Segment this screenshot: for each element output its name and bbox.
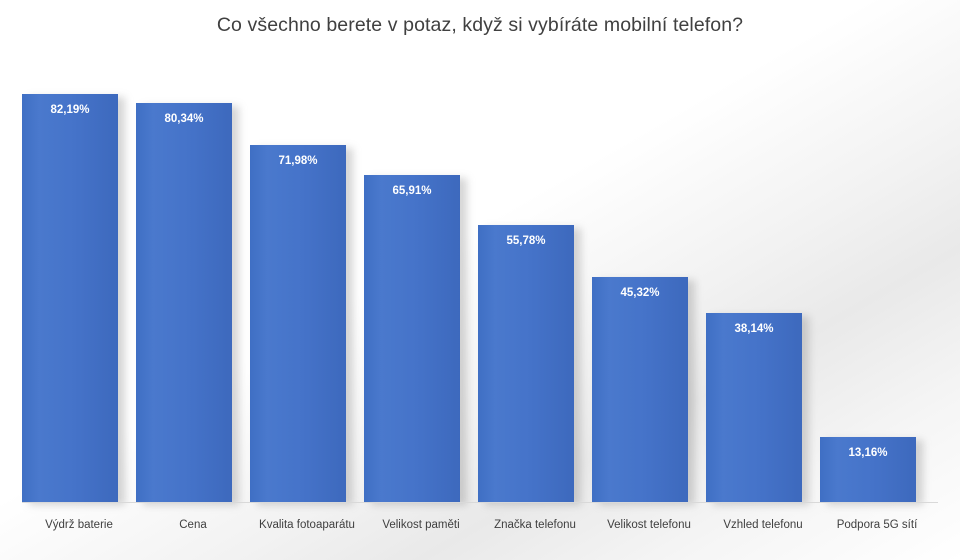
bar-slot: 38,14%: [706, 313, 809, 505]
category-axis-line: [22, 502, 938, 503]
bar[interactable]: 65,91%: [364, 175, 460, 502]
category-label: Značka telefonu: [494, 519, 576, 531]
category-label: Výdrž baterie: [45, 519, 113, 531]
bar-slot: 65,91%: [364, 175, 467, 505]
bar[interactable]: 45,32%: [592, 277, 688, 502]
bar[interactable]: 38,14%: [706, 313, 802, 502]
bar-value-label: 82,19%: [50, 104, 90, 116]
category-label: Velikost paměti: [382, 519, 460, 531]
bar[interactable]: 80,34%: [136, 103, 232, 502]
bar-slot: 45,32%: [592, 277, 695, 505]
category-label: Kvalita fotoaparátu: [259, 519, 355, 531]
bar-value-label: 71,98%: [278, 155, 318, 167]
bar-value-label: 13,16%: [848, 447, 888, 459]
bar-slot: 55,78%: [478, 225, 581, 505]
bar-slot: 80,34%: [136, 103, 239, 505]
bar-slot: 13,16%: [820, 437, 923, 505]
category-label: Podpora 5G sítí: [836, 519, 918, 531]
bar-slot: 71,98%: [250, 145, 353, 505]
bar[interactable]: 13,16%: [820, 437, 916, 502]
category-label: Vzhled telefonu: [723, 519, 803, 531]
bar[interactable]: 82,19%: [22, 94, 118, 502]
chart-title: Co všechno berete v potaz, když si vybír…: [216, 14, 744, 36]
bar-value-label: 80,34%: [164, 113, 204, 125]
bar-value-label: 45,32%: [620, 287, 660, 299]
bar-value-label: 38,14%: [734, 323, 774, 335]
bar[interactable]: 71,98%: [250, 145, 346, 502]
plot-area: 82,19% 80,34% 71,98% 65,91% 55,78%: [22, 62, 938, 505]
category-axis-labels: Výdrž baterie Cena Kvalita fotoaparátu V…: [22, 505, 938, 535]
category-label: Cena: [179, 519, 207, 531]
bar-slot: 82,19%: [22, 94, 125, 505]
bar-value-label: 55,78%: [506, 235, 546, 247]
bar-value-label: 65,91%: [392, 185, 432, 197]
category-label: Velikost telefonu: [607, 519, 691, 531]
bar[interactable]: 55,78%: [478, 225, 574, 502]
